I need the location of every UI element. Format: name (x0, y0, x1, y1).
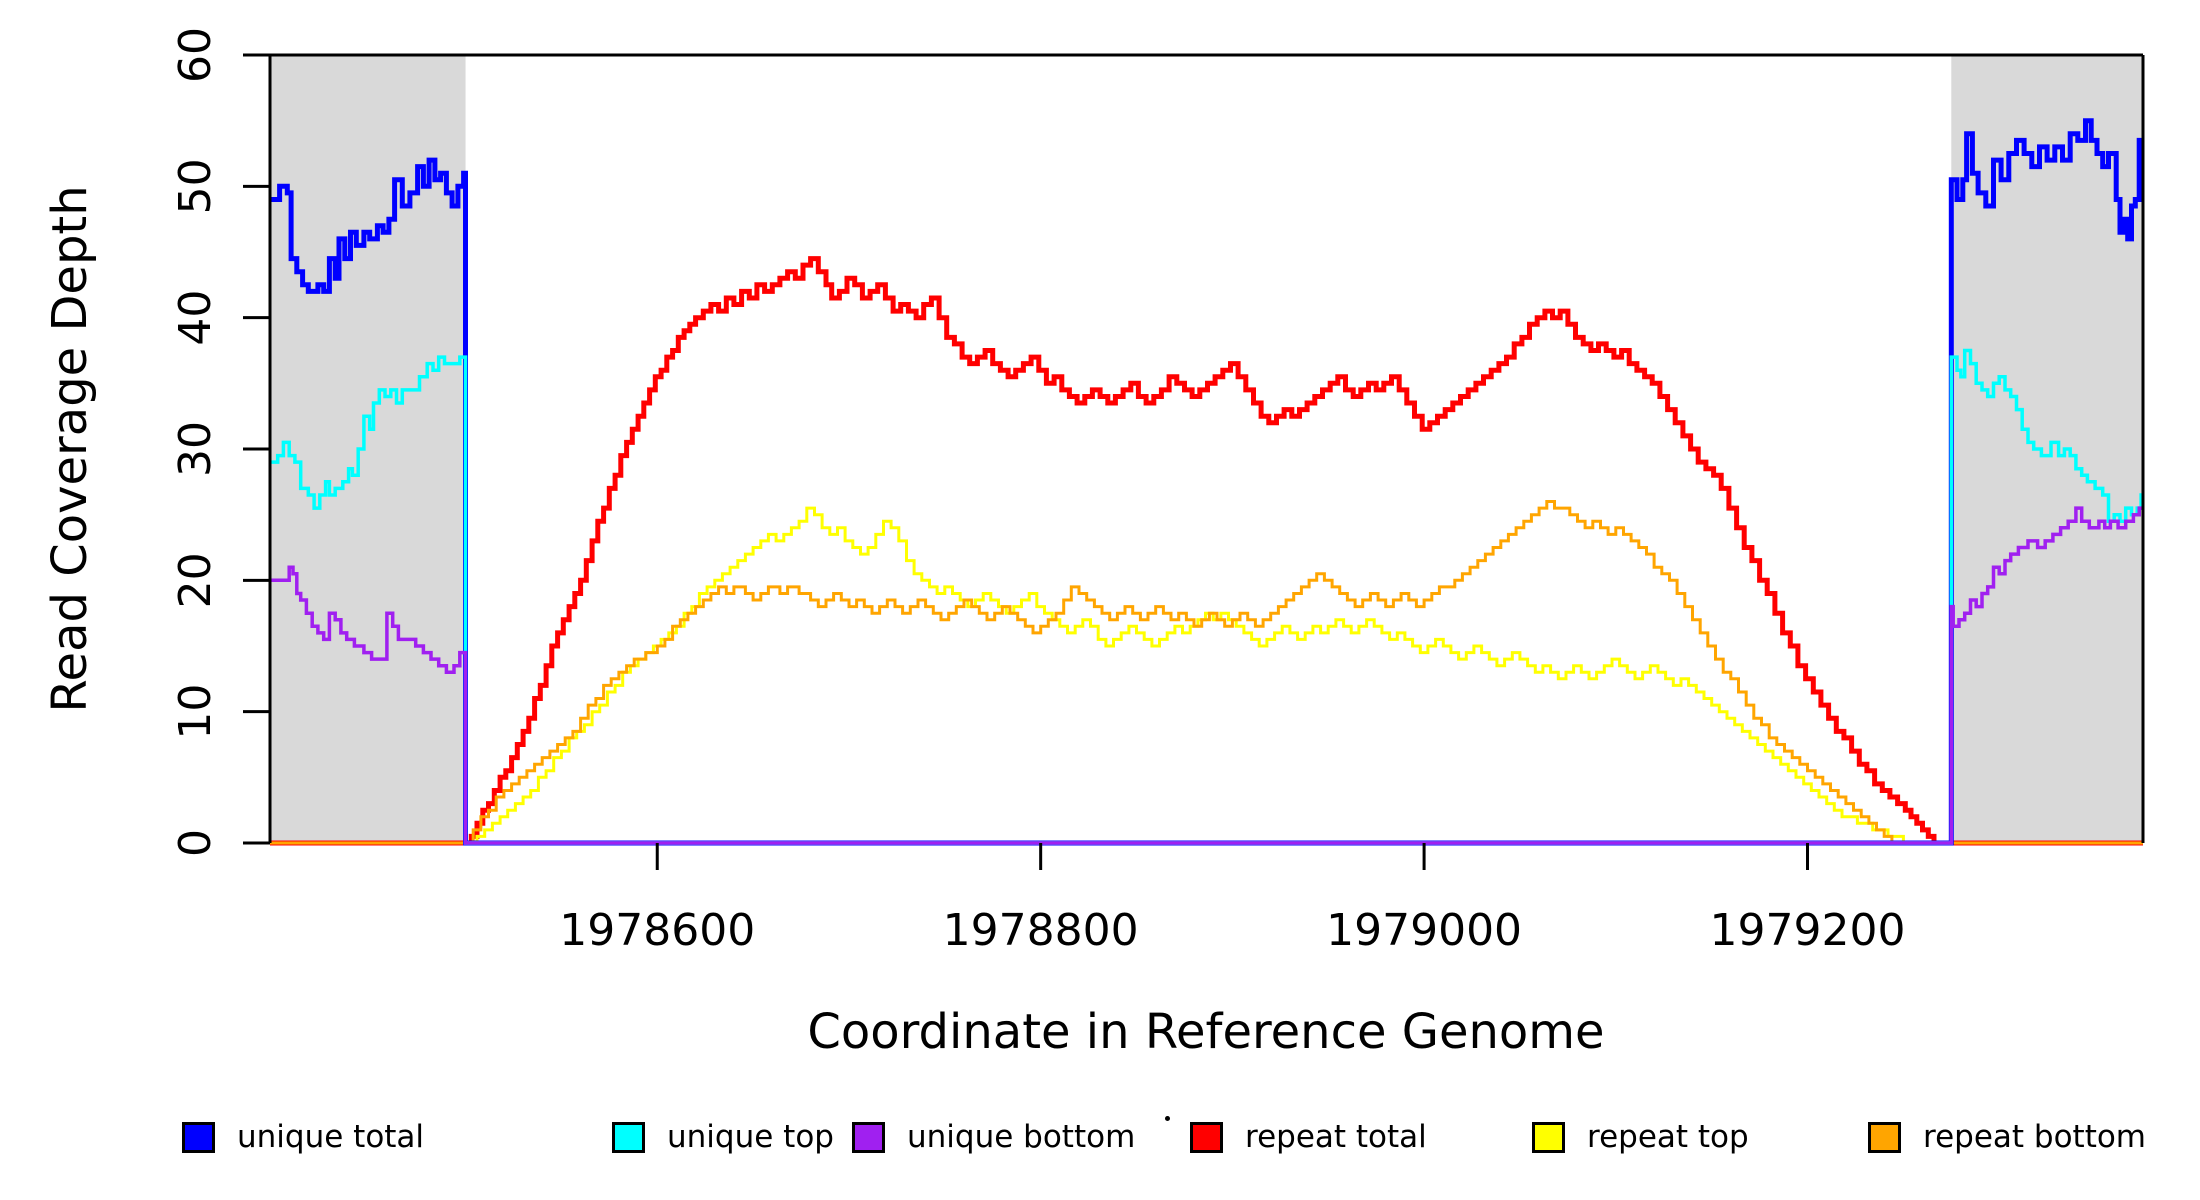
y-tick-label: 60 (170, 27, 221, 83)
unique-top-swatch (612, 1121, 645, 1153)
repeat-top-swatch (1532, 1121, 1565, 1153)
legend-item-unique-total: unique total (182, 1119, 424, 1155)
legend-label: repeat bottom (1923, 1119, 2147, 1155)
masked-region (270, 55, 466, 843)
y-tick-label: 40 (170, 290, 221, 346)
legend-label: repeat top (1587, 1119, 1749, 1155)
masked-regions-layer (270, 55, 2143, 843)
axes-layer: 1978600 1978800 1979000 1979200 0 10 20 30 40 50 6… (170, 27, 2145, 956)
y-tick-label: 30 (170, 421, 221, 477)
y-axis-title: Read Coverage Depth (42, 185, 98, 712)
x-tick-label: 1979200 (1710, 905, 1906, 956)
legend-separator-dot (1165, 1116, 1170, 1121)
series-line-unique-total (270, 118, 2143, 846)
y-tick-label: 0 (170, 829, 221, 857)
series-line-repeat-total (270, 256, 2143, 846)
unique-total-swatch (182, 1121, 215, 1153)
y-tick-label: 20 (170, 552, 221, 608)
y-tick-label: 10 (170, 684, 221, 740)
legend-label: unique top (667, 1119, 834, 1155)
repeat-bottom-swatch (1868, 1121, 1901, 1153)
x-axis-title: Coordinate in Reference Genome (807, 1004, 1604, 1060)
series-line-repeat-top (270, 506, 2143, 845)
x-tick-label: 1978600 (559, 905, 755, 956)
series-line-unique-bottom (270, 506, 2143, 845)
unique-bottom-swatch (852, 1121, 885, 1153)
legend-item-repeat-bottom: repeat bottom (1868, 1119, 2146, 1155)
legend-item-unique-bottom: unique bottom (852, 1119, 1135, 1155)
x-tick-label: 1979000 (1326, 905, 1522, 956)
legend-label: repeat total (1245, 1119, 1427, 1155)
repeat-total-swatch (1190, 1121, 1223, 1153)
series-line-unique-top (270, 348, 2143, 845)
legend-label: unique total (237, 1119, 425, 1155)
legend-item-unique-top: unique top (612, 1119, 834, 1155)
y-tick-label: 50 (170, 158, 221, 214)
legend-item-repeat-total: repeat total (1190, 1119, 1427, 1155)
series-line-repeat-bottom (270, 500, 2143, 845)
legend-item-repeat-top: repeat top (1532, 1119, 1749, 1155)
x-tick-label: 1978800 (943, 905, 1139, 956)
legend-label: unique bottom (907, 1119, 1136, 1155)
masked-region (1951, 55, 2143, 843)
series-layer (270, 118, 2143, 846)
